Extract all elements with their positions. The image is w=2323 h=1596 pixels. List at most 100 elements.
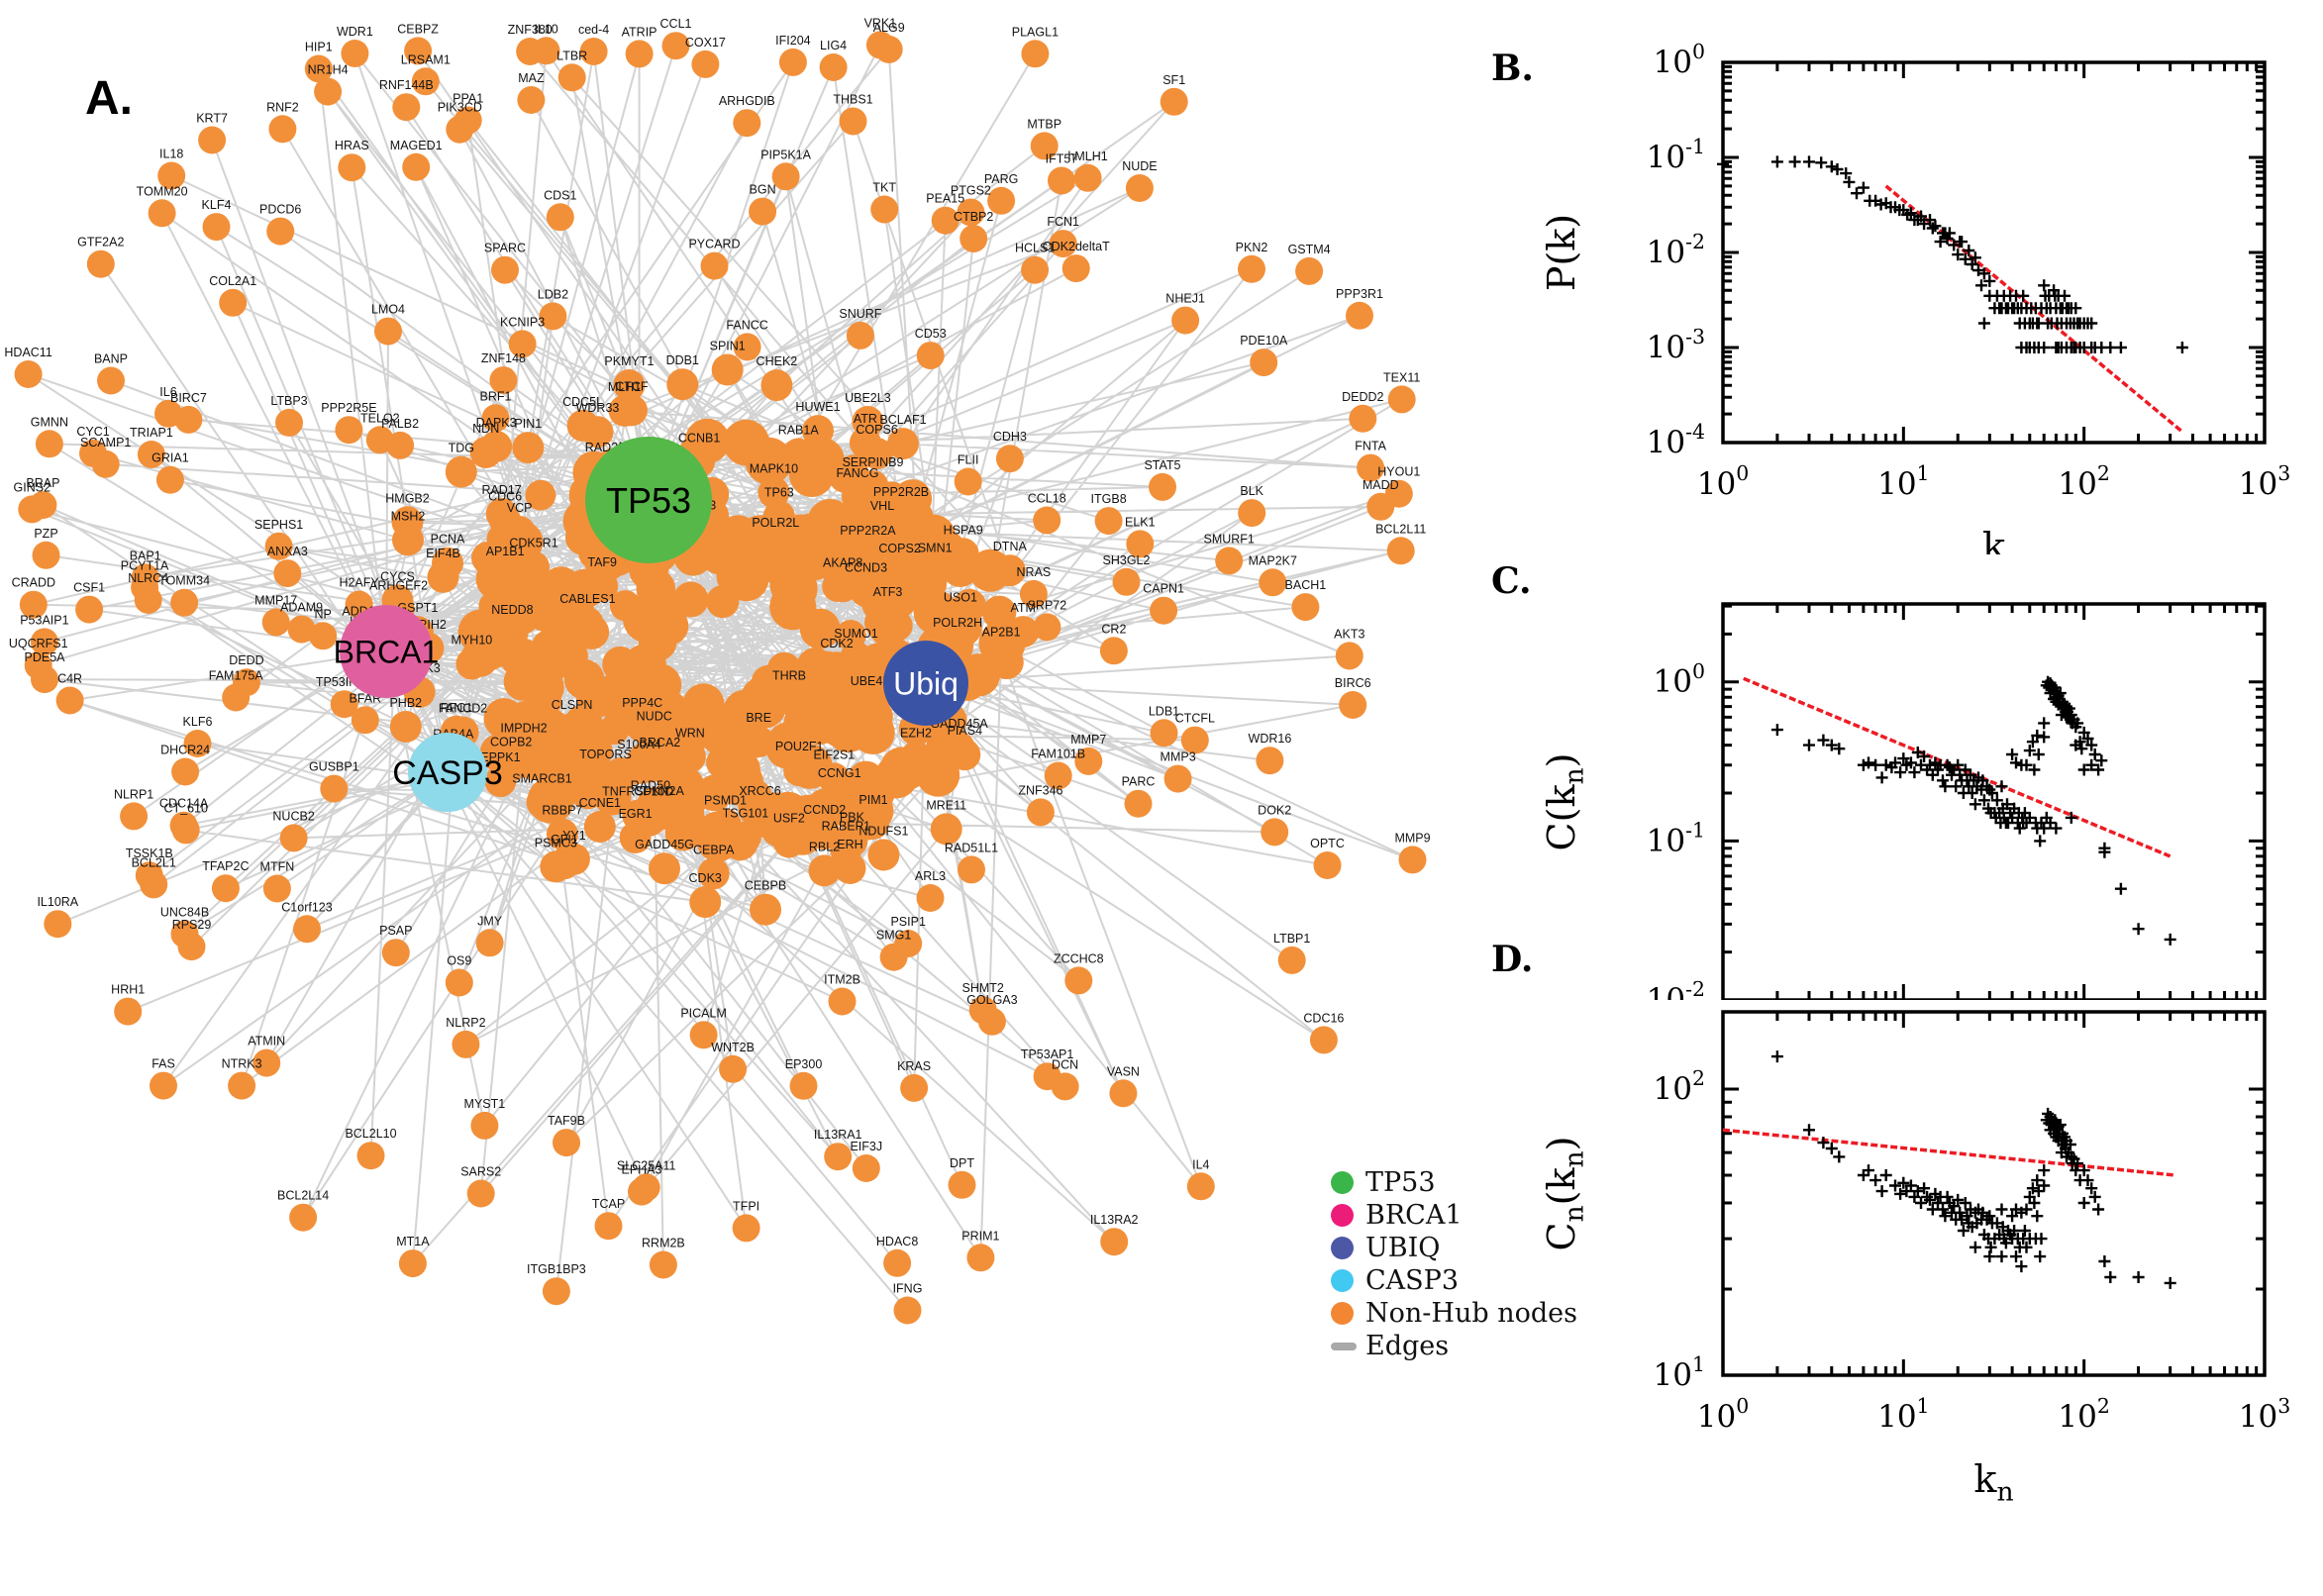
network-node: [445, 455, 477, 488]
network-node: [518, 550, 550, 583]
network-node-label: FANCD2: [439, 702, 487, 716]
tick-labels: 100 10-1 10-2 C(kn​): [1540, 659, 1705, 1000]
network-node-label: HRH1: [111, 983, 145, 997]
network-node-label: GFI1: [551, 833, 578, 847]
network-node-label: PSAP: [379, 924, 412, 938]
network-node: [1256, 747, 1284, 775]
network-node-label: GADD45G: [635, 838, 694, 851]
network-node-label: IL13RA1: [814, 1128, 862, 1142]
network-node: [709, 737, 750, 777]
network-node: [503, 516, 536, 548]
network-node-label: BLK: [1240, 484, 1263, 498]
network-node: [553, 1129, 580, 1157]
network-node-label: CDH3: [993, 430, 1027, 444]
network-node-label: TOMM20: [137, 184, 188, 198]
network-node: [1339, 691, 1367, 719]
network-node: [709, 808, 742, 841]
network-node-label: BCLAF1: [879, 413, 926, 427]
network-node-label: SH3GL2: [1103, 553, 1151, 567]
network-node: [1163, 764, 1192, 793]
network-node: [131, 573, 159, 602]
panel-a-label: A.: [85, 72, 133, 125]
legend-item-nonhub: Non-Hub nodes: [1331, 1297, 1577, 1330]
network-node-label: PDE5A: [25, 650, 66, 664]
network-node-label: NRAS: [1017, 565, 1052, 579]
network-node-label: NUDE: [1122, 159, 1157, 173]
network-node: [542, 1277, 570, 1306]
network-node-label: IFNG: [893, 1282, 923, 1296]
network-node-label: LTBP3: [270, 394, 307, 408]
tick-label: 103: [2239, 461, 2290, 502]
network-node: [137, 441, 165, 468]
network-node: [632, 1173, 660, 1202]
network-node-label: HDAC11: [4, 346, 51, 359]
network-node-label: TAF9B: [548, 1114, 585, 1128]
network-node-label: ELK1: [1125, 515, 1156, 529]
network-node-label: VRK1: [864, 16, 897, 30]
network-node: [391, 506, 424, 539]
network-node: [819, 53, 848, 81]
network-node: [446, 115, 474, 144]
network-node: [1124, 789, 1153, 818]
network-node-label: POLR2H: [933, 616, 982, 630]
network-node-label: ARL3: [915, 869, 946, 883]
network-node-label: COPS2: [878, 542, 920, 555]
network-node-label: PRIM1: [961, 1229, 999, 1243]
network-node-label: ARHGEF2: [369, 578, 428, 592]
network-node-label: PLAGL1: [1012, 25, 1059, 39]
network-node-label: RNF2: [266, 100, 299, 114]
network-node: [1186, 1172, 1215, 1201]
network-node-label: MT1A: [396, 1235, 430, 1248]
network-node: [772, 826, 805, 858]
network-node-label: KRT7: [196, 112, 228, 126]
network-node: [839, 107, 867, 136]
network-node-label: SEPHS1: [254, 518, 303, 532]
network-node-label: PARC: [1122, 775, 1156, 789]
network-node: [1064, 966, 1093, 995]
network-node-label: RRM2B: [642, 1237, 685, 1250]
network-node-label: JMY: [477, 914, 503, 928]
network-node: [1250, 349, 1278, 377]
network-node: [170, 588, 199, 617]
network-node-label: COPB2: [490, 735, 532, 748]
network-node: [1277, 946, 1306, 974]
network-node-label: TFAP2C: [202, 859, 249, 873]
network-node-label: MTBP: [1027, 117, 1061, 131]
network-node: [802, 415, 834, 448]
network-node: [266, 217, 295, 246]
network-node: [1021, 40, 1050, 68]
network-node: [858, 807, 889, 840]
axis-label: k: [1982, 525, 2006, 554]
network-node-label: EIF2S1: [814, 748, 856, 761]
network-node: [1149, 472, 1176, 501]
network-node: [1026, 798, 1055, 827]
network-node: [759, 531, 792, 563]
network-node-label: RAB1A: [778, 424, 820, 438]
network-node: [583, 811, 616, 843]
network-node-label: PSIP1: [890, 915, 925, 929]
network-node-label: PCNA: [431, 533, 465, 547]
network-node-label: FAM175A: [209, 669, 264, 683]
network-node-label: S100A4: [617, 738, 661, 751]
network-node-label: P53AIP1: [20, 613, 68, 627]
network-node-label: DTNA: [993, 540, 1028, 553]
network-node: [887, 428, 919, 460]
tick-label: 10-3: [1647, 325, 1705, 365]
network-node: [830, 834, 862, 866]
network-node: [740, 675, 787, 724]
network-node-label: PZP: [34, 527, 57, 541]
network-node-label: SPARC: [484, 242, 526, 255]
network-node-label: IL10: [534, 22, 557, 36]
network-node: [540, 850, 572, 883]
network-node-label: BACH1: [1285, 578, 1327, 592]
hub-label: BRCA1: [334, 635, 440, 670]
network-node-label: TSG101: [723, 807, 769, 821]
network-node-label: BAP1: [130, 549, 161, 562]
network-node-label: PPP4C: [622, 696, 662, 710]
legend-item-edges: Edges: [1331, 1330, 1577, 1362]
network-node-label: PIN1: [514, 417, 542, 431]
network-node-label: MSH2: [391, 509, 426, 523]
network-node: [262, 874, 291, 903]
tick-label: 102: [1654, 1066, 1705, 1107]
